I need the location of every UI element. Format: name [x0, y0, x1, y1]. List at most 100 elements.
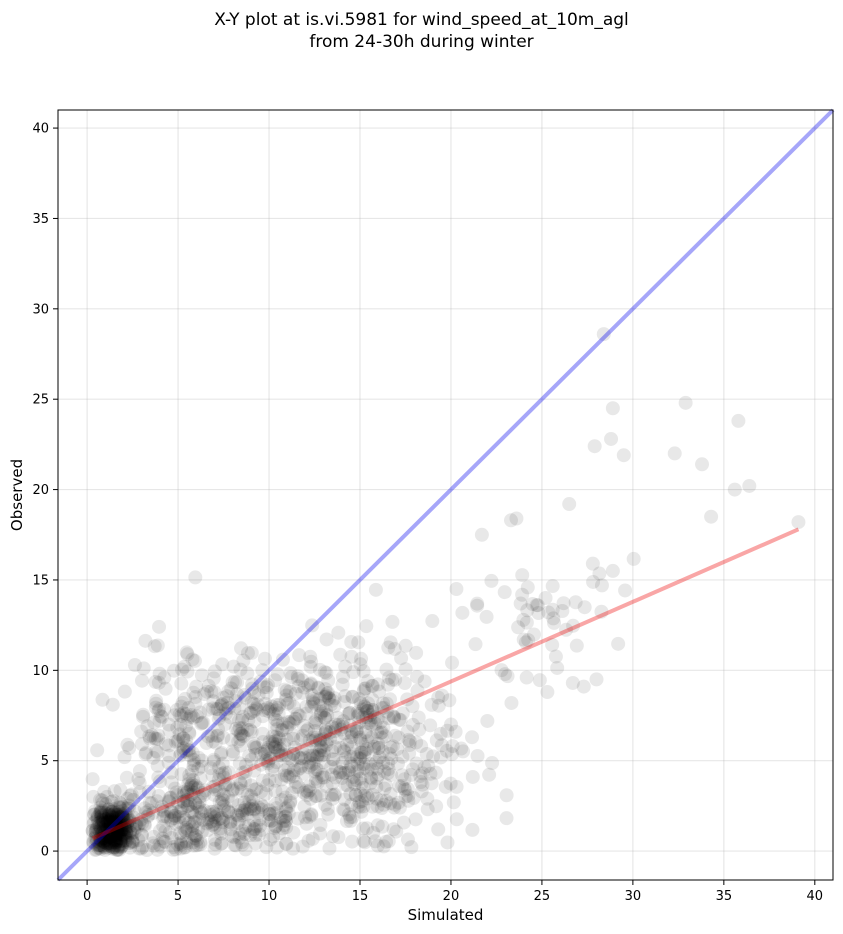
data-point	[194, 716, 209, 731]
data-point	[355, 702, 370, 717]
data-point	[180, 711, 195, 726]
data-point	[132, 776, 147, 791]
data-point	[124, 826, 139, 841]
data-point	[160, 809, 175, 824]
data-point	[210, 808, 225, 823]
data-point	[142, 731, 157, 746]
data-point	[126, 810, 141, 825]
data-point	[119, 822, 134, 837]
data-point	[346, 665, 361, 680]
data-point	[704, 509, 719, 524]
data-point	[286, 731, 301, 746]
data-point	[88, 825, 103, 840]
data-point	[113, 831, 128, 846]
data-point	[301, 833, 316, 848]
data-point	[207, 819, 222, 834]
data-point	[455, 605, 470, 620]
data-point	[119, 824, 134, 839]
data-point	[101, 824, 116, 839]
data-point	[520, 580, 535, 595]
data-point	[277, 768, 292, 783]
data-point	[470, 596, 485, 611]
data-point	[149, 744, 164, 759]
data-point	[465, 730, 480, 745]
data-point	[341, 765, 356, 780]
data-point	[185, 818, 200, 833]
data-point	[354, 804, 369, 819]
data-point	[107, 805, 122, 820]
data-point	[313, 743, 328, 758]
data-point	[184, 777, 199, 792]
data-point	[231, 723, 246, 738]
data-point	[350, 757, 365, 772]
data-point	[90, 810, 105, 825]
data-point	[307, 764, 322, 779]
data-point	[270, 667, 285, 682]
data-point	[304, 808, 319, 823]
data-point	[216, 770, 231, 785]
data-point	[431, 698, 446, 713]
data-point	[223, 805, 238, 820]
data-point	[187, 831, 202, 846]
data-point	[372, 740, 387, 755]
data-point	[182, 772, 197, 787]
data-point	[397, 676, 412, 691]
data-point	[278, 790, 293, 805]
data-point	[357, 743, 372, 758]
data-point	[354, 776, 369, 791]
data-point	[304, 758, 319, 773]
data-point	[236, 729, 251, 744]
data-point	[341, 763, 356, 778]
data-point	[99, 812, 114, 827]
data-point	[168, 808, 183, 823]
data-point	[357, 788, 372, 803]
data-point	[207, 806, 222, 821]
data-point	[356, 834, 371, 849]
data-point	[98, 837, 113, 852]
data-point	[186, 780, 201, 795]
data-point	[97, 840, 112, 855]
data-point	[247, 822, 262, 837]
data-point	[187, 795, 202, 810]
data-point	[585, 556, 600, 571]
data-point	[95, 825, 110, 840]
data-point	[281, 751, 296, 766]
data-point	[292, 648, 307, 663]
x-tick-label: 20	[443, 889, 460, 904]
data-point	[277, 818, 292, 833]
data-point	[128, 804, 143, 819]
data-point	[355, 710, 370, 725]
data-point	[122, 741, 137, 756]
data-point	[269, 698, 284, 713]
data-point	[100, 814, 115, 829]
data-point	[111, 828, 126, 843]
data-point	[179, 793, 194, 808]
data-point	[248, 828, 263, 843]
data-point	[412, 722, 427, 737]
data-point	[398, 789, 413, 804]
data-point	[209, 813, 224, 828]
data-point	[174, 709, 189, 724]
data-point	[93, 805, 108, 820]
data-point	[336, 766, 351, 781]
data-point	[161, 793, 176, 808]
data-point	[402, 738, 417, 753]
data-point	[360, 674, 375, 689]
data-point	[314, 788, 329, 803]
data-point	[207, 787, 222, 802]
data-point	[148, 674, 163, 689]
data-point	[611, 636, 626, 651]
data-point	[202, 815, 217, 830]
data-point	[112, 831, 127, 846]
data-point	[255, 663, 270, 678]
data-point	[175, 662, 190, 677]
data-point	[108, 832, 123, 847]
data-point	[111, 810, 126, 825]
data-point	[299, 724, 314, 739]
data-point	[357, 681, 372, 696]
data-point	[111, 840, 126, 855]
data-point	[234, 803, 249, 818]
data-point	[276, 813, 291, 828]
data-point	[188, 690, 203, 705]
data-point	[141, 784, 156, 799]
